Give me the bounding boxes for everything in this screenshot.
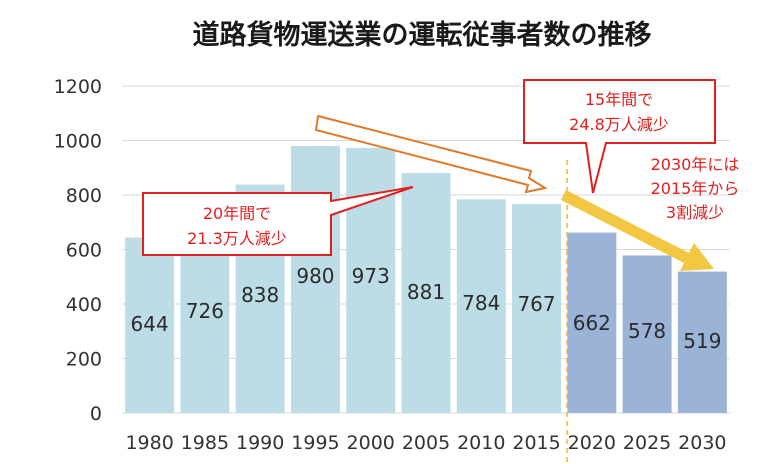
bar-2005: [401, 172, 451, 413]
bar-1995: [290, 145, 340, 413]
data-label: 662: [573, 311, 611, 335]
data-label: 881: [407, 280, 445, 304]
data-label: 973: [352, 264, 390, 288]
x-tick-label: 2020: [568, 432, 616, 454]
data-label: 726: [186, 299, 224, 323]
bar-2015: [512, 203, 562, 413]
x-tick-label: 1980: [125, 432, 173, 454]
note-line2: 2015年から: [651, 179, 740, 198]
y-axis-ticks: 0 200 400 600 800 1000 1200: [54, 76, 102, 425]
y-tick-label: 400: [66, 294, 102, 316]
bar-2025: [622, 255, 672, 413]
y-tick-label: 600: [66, 240, 102, 262]
x-tick-label: 1990: [236, 432, 284, 454]
note-right: 2030年には 2015年から 3割減少: [651, 155, 740, 222]
x-tick-label: 2025: [623, 432, 671, 454]
note-line3: 3割減少: [666, 203, 724, 222]
callout-left-line1: 20年間で: [203, 204, 271, 223]
data-labels: 644 726 838 980 973 881 784 767 662 578 519: [131, 264, 722, 353]
callout-right-line2: 24.8万人減少: [569, 115, 669, 134]
trend-arrow-hollow: [314, 114, 548, 194]
x-tick-label: 2010: [457, 432, 505, 454]
x-tick-label: 2030: [678, 432, 726, 454]
callout-left-line2: 21.3万人減少: [187, 229, 287, 248]
y-tick-label: 1200: [54, 76, 102, 98]
callout-left: 20年間で 21.3万人減少: [142, 186, 414, 256]
data-label: 980: [296, 264, 334, 288]
callout-right: 15年間で 24.8万人減少: [523, 79, 716, 194]
data-label: 784: [462, 291, 500, 315]
chart-title: 道路貨物運送業の運転従事者数の推移: [193, 19, 652, 51]
data-label: 767: [517, 292, 555, 316]
data-label: 838: [241, 283, 279, 307]
x-tick-label: 2000: [347, 432, 395, 454]
y-tick-label: 1000: [54, 131, 102, 153]
y-tick-label: 800: [66, 185, 102, 207]
data-label: 578: [628, 319, 666, 343]
x-tick-label: 2015: [512, 432, 560, 454]
bar-2010: [456, 199, 506, 413]
data-label: 644: [131, 312, 169, 336]
y-tick-label: 0: [90, 403, 102, 425]
trend-arrow-solid: [561, 190, 714, 271]
x-tick-label: 2005: [402, 432, 450, 454]
data-label: 519: [683, 329, 721, 353]
x-tick-label: 1985: [181, 432, 229, 454]
x-tick-label: 1995: [291, 432, 339, 454]
bar-2030: [677, 271, 727, 413]
note-line1: 2030年には: [651, 155, 740, 174]
bar-1980: [125, 237, 175, 413]
bar-2020: [567, 232, 617, 413]
x-axis-ticks: 1980 1985 1990 1995 2000 2005 2010 2015 2020 2025…: [125, 432, 726, 454]
y-tick-label: 200: [66, 349, 102, 371]
callout-right-line1: 15年間で: [585, 90, 653, 109]
